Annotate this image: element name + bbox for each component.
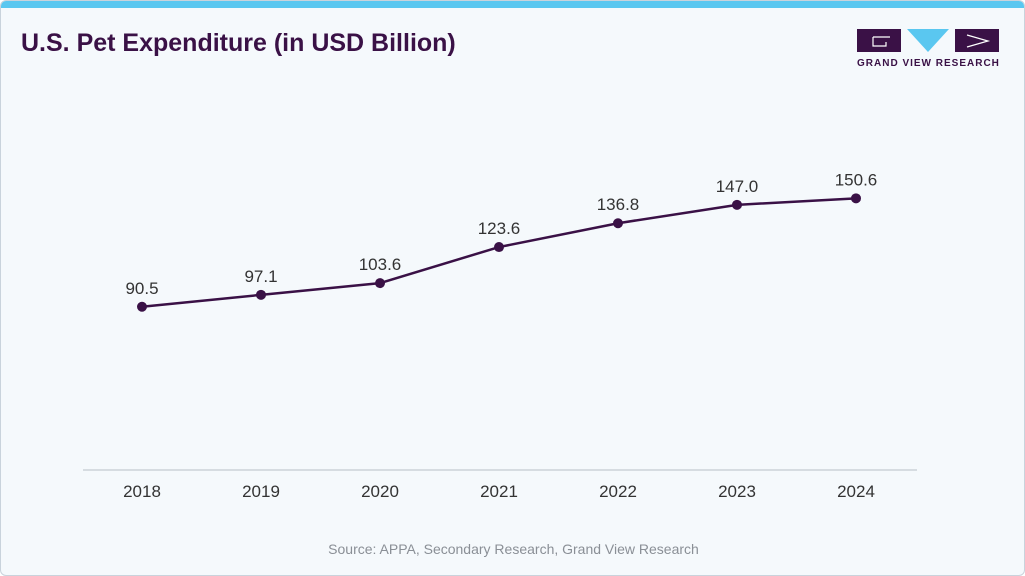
data-point-2024 <box>851 193 861 204</box>
data-point-2021 <box>494 242 504 253</box>
brand-logo: GRAND VIEW RESEARCH <box>857 29 999 71</box>
data-point-2019 <box>256 289 266 300</box>
x-tick-label-2024: 2024 <box>837 482 875 501</box>
x-tick-label-2022: 2022 <box>599 482 637 501</box>
x-tick-label-2020: 2020 <box>361 482 399 501</box>
source-note: Source: APPA, Secondary Research, Grand … <box>328 541 699 557</box>
data-label-2022: 136.8 <box>597 195 640 214</box>
x-tick-label-2021: 2021 <box>480 482 518 501</box>
data-point-2023 <box>732 199 742 210</box>
x-tick-label-2019: 2019 <box>242 482 280 501</box>
x-tick-label-2018: 2018 <box>123 482 161 501</box>
data-label-2021: 123.6 <box>478 219 521 238</box>
data-point-2018 <box>137 301 147 312</box>
data-point-2022 <box>613 218 623 229</box>
data-label-2020: 103.6 <box>359 255 402 274</box>
logo-mark-icon <box>857 29 999 52</box>
data-label-2018: 90.5 <box>125 279 158 298</box>
x-tick-label-2023: 2023 <box>718 482 756 501</box>
data-label-2024: 150.6 <box>835 170 878 189</box>
data-label-2019: 97.1 <box>244 267 277 286</box>
data-point-2020 <box>375 278 385 289</box>
chart-title: U.S. Pet Expenditure (in USD Billion) <box>21 29 456 57</box>
series-line <box>141 197 857 308</box>
data-label-2023: 147.0 <box>716 177 759 196</box>
accent-bar <box>1 1 1024 8</box>
logo-text: GRAND VIEW RESEARCH <box>857 58 1000 69</box>
